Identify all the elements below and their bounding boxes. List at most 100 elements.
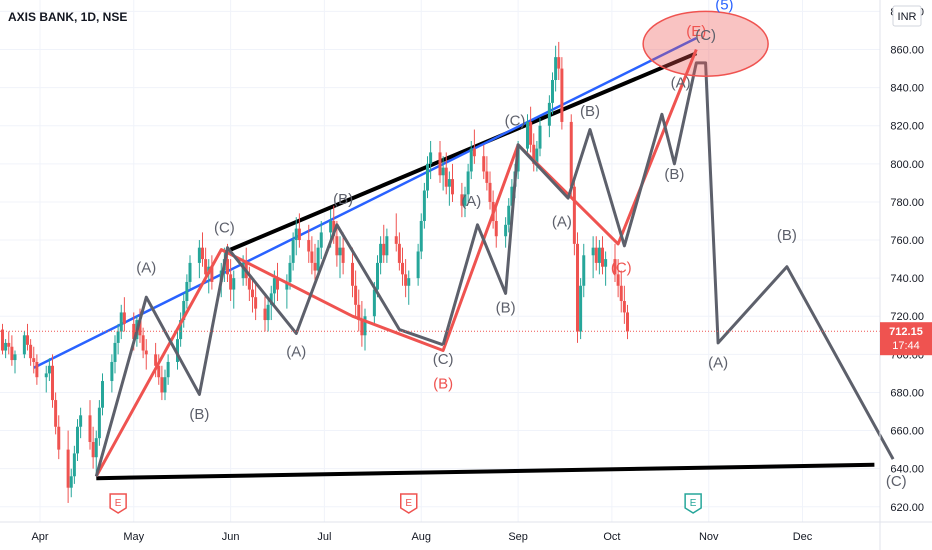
candle-body [288, 262, 292, 282]
candle-body [91, 441, 95, 458]
candle-body [29, 344, 33, 359]
wave-label: (B) [777, 227, 797, 244]
candle-body [72, 453, 76, 477]
wave-label: (A) [708, 355, 728, 372]
x-tick-label: Oct [603, 531, 620, 543]
wave-path[interactable] [94, 48, 698, 478]
candle-body [101, 381, 104, 408]
trendline[interactable] [96, 462, 875, 481]
candle-body [97, 407, 101, 439]
wave-label: (5) [715, 0, 733, 14]
trendline-layer[interactable] [33, 36, 875, 481]
earnings-event-marker[interactable]: E [400, 493, 418, 514]
wave-label: (B) [189, 406, 209, 423]
y-tick-label: 840.00 [890, 83, 924, 95]
candle-body [444, 167, 448, 187]
candle-body [332, 220, 336, 237]
wave-label: (B) [496, 299, 516, 316]
wave-label: (C) [611, 259, 632, 276]
candle-body [582, 255, 586, 286]
candle-body [138, 320, 142, 336]
earnings-event-marker[interactable]: E [684, 493, 702, 514]
candle-body [291, 240, 295, 263]
candle-body [335, 236, 339, 256]
time-axis[interactable]: Apr May Jun Jul Aug Sep Oct Nov Dec [0, 521, 932, 543]
candle-body [538, 125, 542, 149]
trendline[interactable] [229, 51, 698, 252]
candle-body [385, 236, 389, 256]
candle-body [79, 415, 83, 427]
earnings-marker-shape [684, 493, 702, 514]
wave-label: (A) [671, 75, 691, 92]
price-axis[interactable]: 620.00640.00660.00680.00700.00720.00740.… [879, 0, 924, 550]
wave-label: (A) [136, 259, 156, 276]
wave-label: (B) [580, 103, 600, 120]
candle-body [285, 281, 289, 290]
x-tick-label: Apr [31, 531, 48, 543]
candle-body [119, 312, 123, 332]
candle-body [482, 156, 486, 172]
candle-body [163, 377, 167, 393]
candle-body [116, 331, 120, 343]
candle-body [201, 247, 204, 260]
trendline[interactable] [33, 36, 697, 369]
candle-body [579, 285, 583, 332]
chart-grid [0, 0, 880, 522]
candle-body [247, 278, 251, 290]
candle-body [601, 247, 604, 267]
candle-body [22, 335, 26, 355]
candle-body [576, 243, 579, 332]
candle-body [204, 259, 208, 275]
y-tick-label: 660.00 [890, 426, 924, 438]
candle-body [310, 251, 314, 263]
candle-body [179, 320, 183, 340]
y-tick-label: 800.00 [890, 159, 924, 171]
candle-body [10, 346, 14, 361]
wave-path[interactable] [94, 223, 444, 477]
earnings-marker-label: E [405, 498, 412, 509]
y-tick-label: 740.00 [890, 273, 924, 285]
x-tick-label: Aug [411, 531, 431, 543]
currency-button[interactable]: INR [892, 5, 922, 27]
candle-body [57, 426, 61, 450]
candle-body [422, 190, 426, 221]
candle-body [472, 148, 476, 157]
candle-body [466, 171, 470, 195]
y-tick-label: 860.00 [890, 45, 924, 57]
candle-body [154, 354, 158, 366]
wave-label: (E) [686, 23, 706, 40]
wave-label: (B) [433, 376, 453, 393]
candle-body [547, 102, 551, 126]
candle-body [157, 365, 161, 378]
highlight-ellipse[interactable] [642, 10, 769, 77]
earnings-event-marker[interactable]: E [109, 493, 127, 514]
wave-path-layer[interactable] [94, 10, 895, 478]
candle-body [504, 224, 508, 237]
candle-body [54, 400, 58, 427]
candle-body [185, 281, 189, 302]
candle-body [144, 350, 148, 355]
last-price-tag: 712.15 17:44 [880, 322, 932, 356]
candle-body [447, 179, 451, 187]
candle-body [229, 274, 233, 290]
y-tick-label: 760.00 [890, 235, 924, 247]
x-tick-label: Dec [793, 531, 813, 543]
wave-path[interactable] [441, 61, 895, 460]
currency-label: INR [898, 11, 917, 23]
x-tick-label: Nov [699, 531, 719, 543]
candle-body [529, 121, 533, 145]
candle-body [560, 68, 564, 122]
candle-body [594, 247, 598, 263]
candle-body [160, 377, 164, 393]
candle-body [132, 323, 136, 340]
candle-body [426, 163, 429, 191]
candle-body [313, 262, 317, 271]
candle-body [182, 301, 186, 321]
candle-body [463, 194, 467, 206]
x-tick-label: May [123, 531, 144, 543]
candle-body [622, 301, 626, 313]
candle-body [363, 316, 367, 336]
candle-body [329, 220, 333, 233]
